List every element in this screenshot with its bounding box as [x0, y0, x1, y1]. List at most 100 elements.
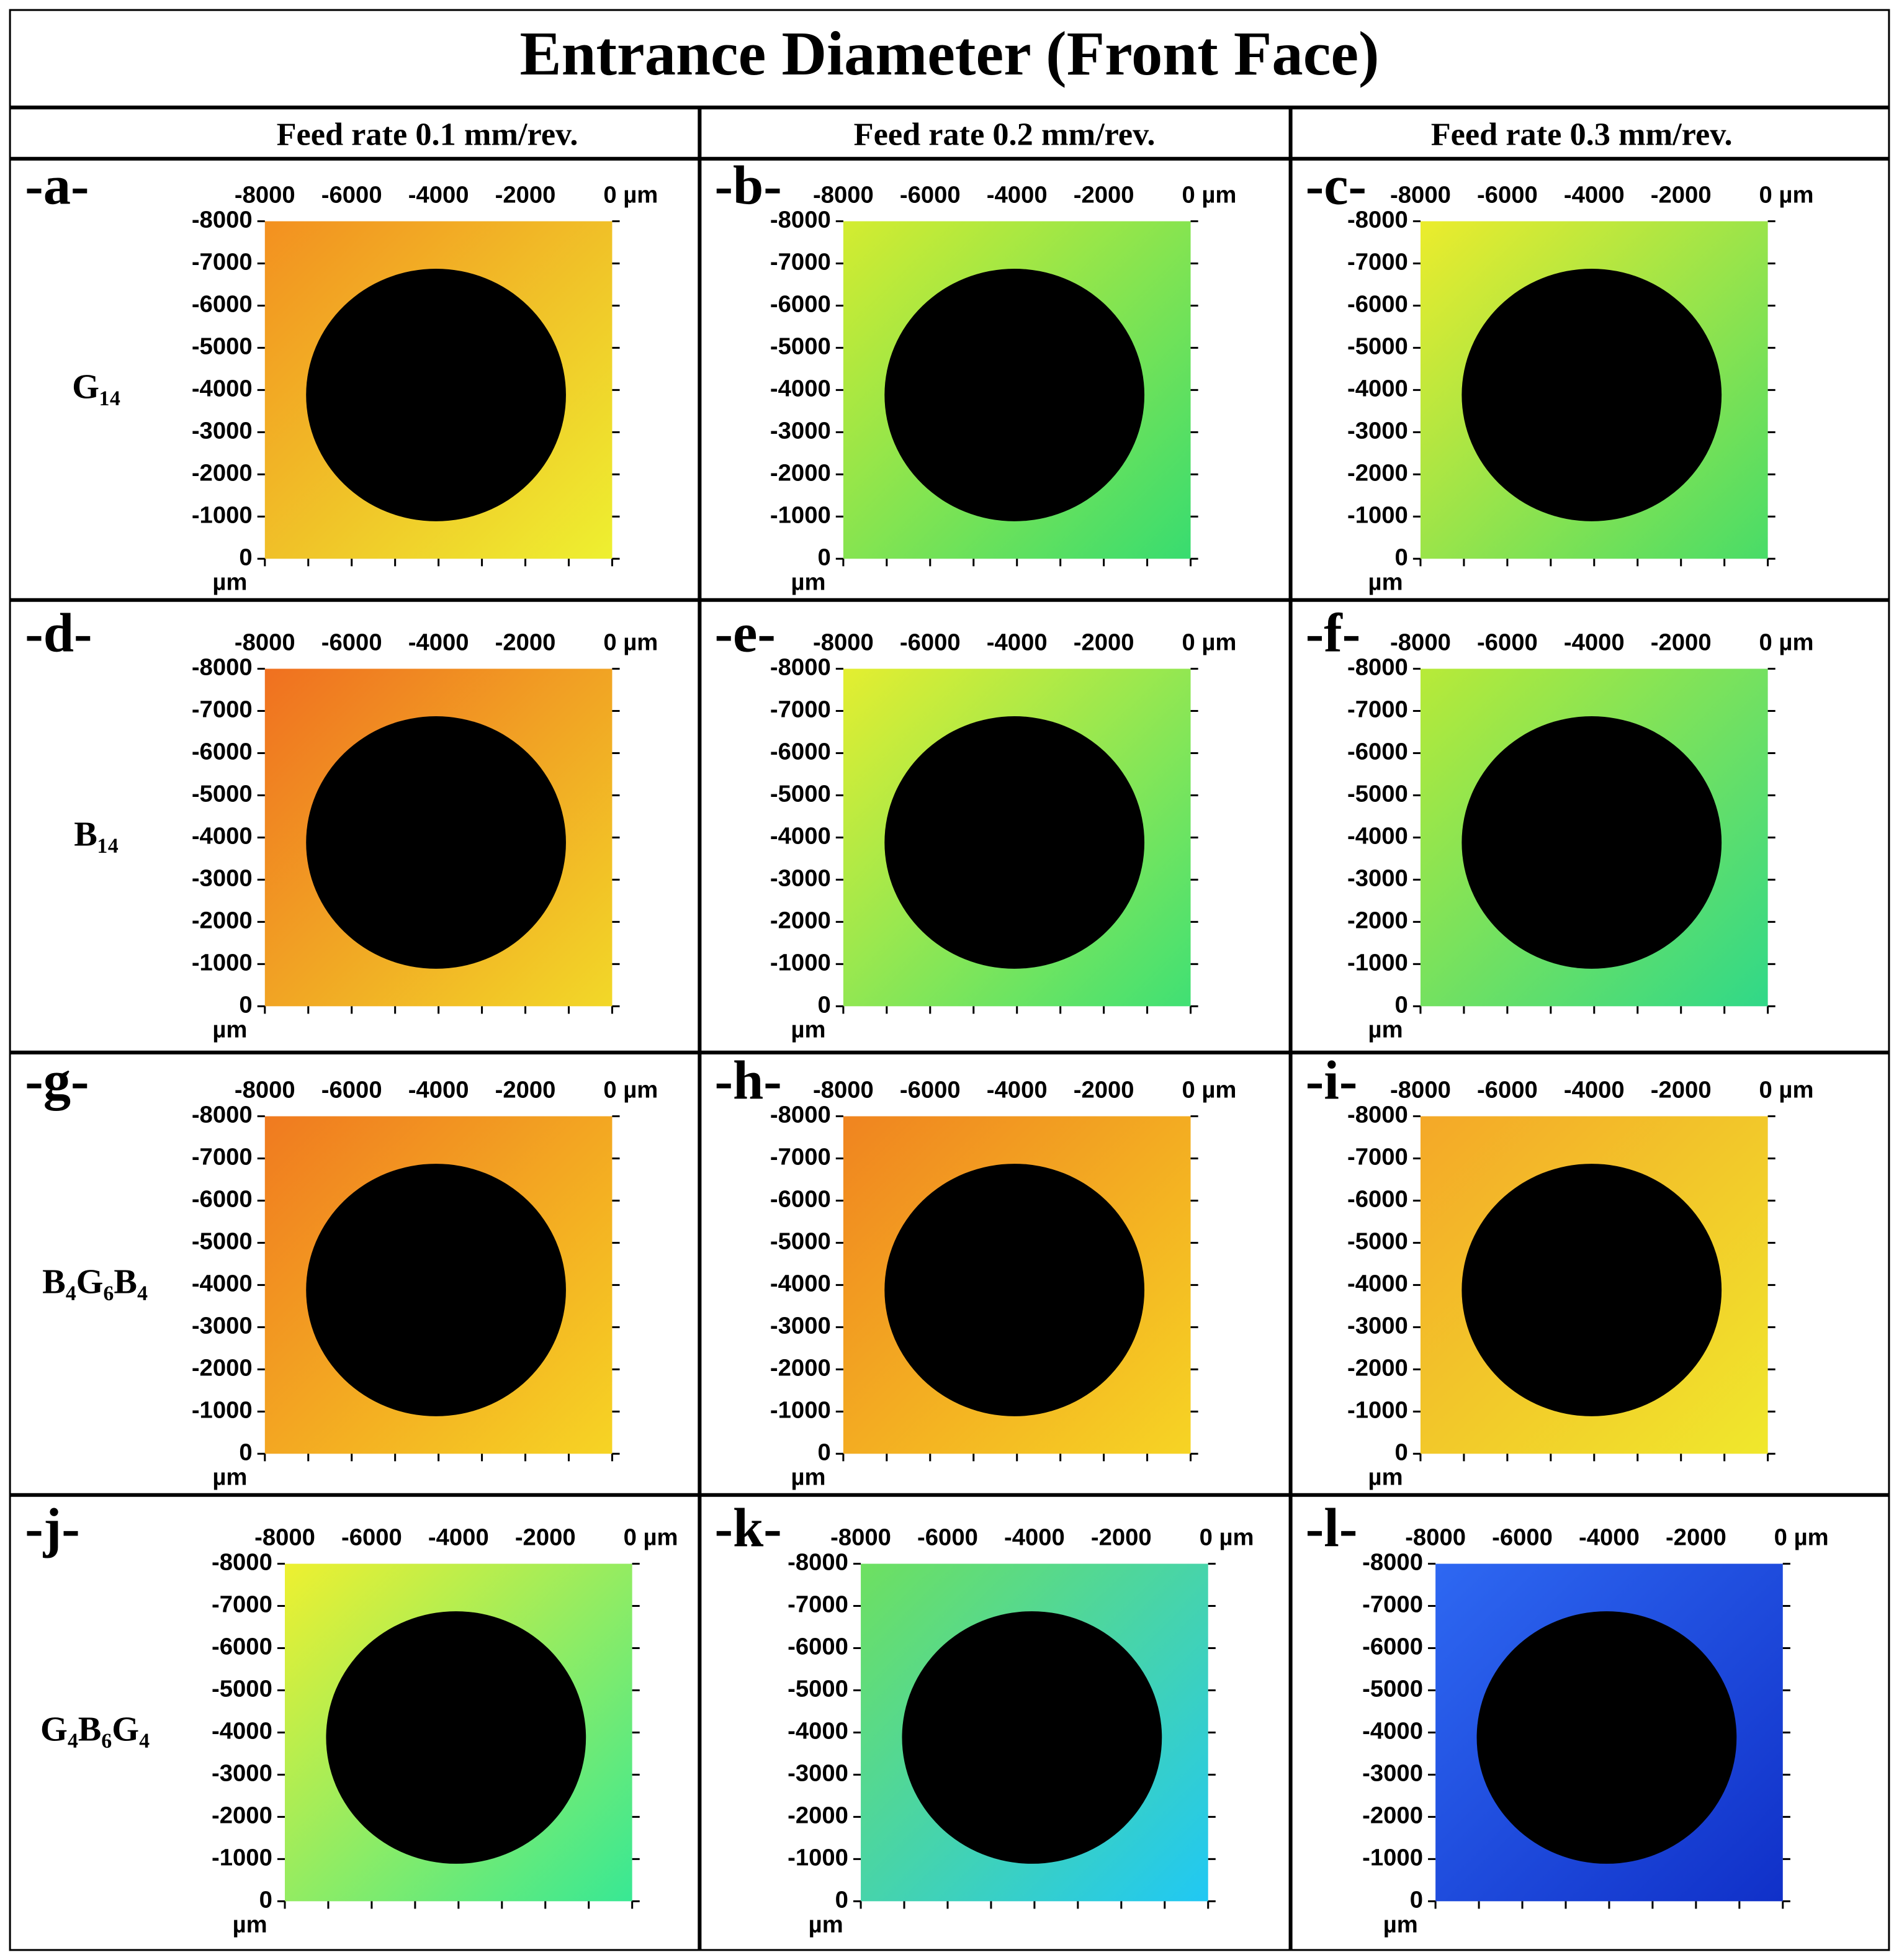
x-tick-label: -2000 [515, 1524, 576, 1550]
x-tick-label: -4000 [1564, 1076, 1625, 1103]
y-tick-label: -2000 [192, 907, 253, 933]
x-tick-label: 0 µm [603, 629, 658, 655]
y-tick-label: -3000 [1362, 1760, 1423, 1787]
x-tick-label: -4000 [1564, 181, 1625, 208]
y-unit: µm [212, 1017, 247, 1043]
y-tick-label: -4000 [192, 1270, 253, 1297]
y-tick-label: -6000 [212, 1634, 272, 1660]
row-label: B₄G₆B₄ [42, 1262, 148, 1301]
column-header: Feed rate 0.3 mm/rev. [1431, 117, 1733, 153]
x-tick-label: -4000 [987, 629, 1048, 655]
y-tick-label: -1000 [1347, 501, 1408, 528]
x-tick-label: -4000 [1579, 1524, 1640, 1550]
y-tick-label: -5000 [212, 1676, 272, 1702]
x-tick-label: -2000 [1091, 1524, 1152, 1550]
y-tick-label: -7000 [1362, 1591, 1423, 1618]
y-tick-label: -5000 [192, 1228, 253, 1255]
hole [902, 1611, 1162, 1864]
y-tick-label: -1000 [192, 949, 253, 976]
panel-label: -j- [25, 1498, 79, 1559]
y-tick-label: -7000 [1347, 249, 1408, 276]
x-tick-label: 0 µm [624, 1524, 678, 1550]
x-tick-label: 0 µm [1182, 181, 1236, 208]
x-tick-label: 0 µm [1774, 1524, 1829, 1550]
y-unit: µm [791, 569, 825, 596]
x-tick-label: 0 µm [1759, 181, 1814, 208]
panel-label: -g- [25, 1051, 89, 1112]
panel-label: -e- [715, 603, 776, 663]
x-tick-label: -2000 [1651, 629, 1712, 655]
x-tick-label: 0 µm [1182, 629, 1236, 655]
x-tick-label: -2000 [1074, 1076, 1134, 1103]
hole [884, 269, 1145, 521]
panel-label: -d- [25, 603, 92, 663]
y-tick-label: -6000 [192, 739, 253, 765]
y-tick-label: -3000 [770, 1313, 831, 1339]
y-tick-label: -1000 [192, 1396, 253, 1423]
y-unit: µm [1368, 569, 1403, 596]
row-label: G₄B₆G₄ [40, 1710, 150, 1748]
hole [306, 1164, 566, 1416]
y-tick-label: -5000 [770, 781, 831, 807]
x-tick-label: -6000 [917, 1524, 978, 1550]
y-tick-label: -7000 [212, 1591, 272, 1618]
x-tick-label: -2000 [495, 1076, 556, 1103]
hole [306, 269, 566, 521]
y-tick-label: -8000 [770, 207, 831, 233]
y-tick-label: -5000 [1347, 1228, 1408, 1255]
y-tick-label: -2000 [1347, 907, 1408, 933]
y-tick-label: -6000 [770, 1186, 831, 1213]
hole [1461, 1164, 1722, 1416]
panel-label: -f- [1306, 603, 1360, 663]
y-tick-label: 0 [1395, 1439, 1408, 1465]
panel-label: -b- [715, 155, 782, 216]
panel-label: -k- [715, 1498, 782, 1559]
panel-label: -i- [1306, 1051, 1358, 1112]
y-tick-label: -4000 [770, 823, 831, 850]
x-tick-label: -8000 [235, 629, 295, 655]
panel-label: -a- [25, 155, 89, 216]
y-tick-label: 0 [239, 991, 252, 1018]
y-tick-label: -2000 [192, 459, 253, 486]
y-tick-label: -4000 [788, 1718, 848, 1745]
y-tick-label: -8000 [192, 1102, 253, 1128]
y-tick-label: -8000 [1347, 654, 1408, 681]
y-tick-label: -3000 [192, 417, 253, 444]
x-tick-label: -8000 [830, 1524, 891, 1550]
y-tick-label: -5000 [1362, 1676, 1423, 1702]
y-tick-label: 0 [817, 1439, 830, 1465]
y-tick-label: -2000 [1362, 1802, 1423, 1828]
y-tick-label: -1000 [1347, 949, 1408, 976]
y-tick-label: -8000 [770, 654, 831, 681]
y-tick-label: -4000 [1362, 1718, 1423, 1745]
y-tick-label: 0 [1410, 1886, 1423, 1913]
y-tick-label: 0 [817, 991, 830, 1018]
y-tick-label: -6000 [1362, 1634, 1423, 1660]
column-header: Feed rate 0.1 mm/rev. [277, 117, 578, 153]
x-tick-label: -2000 [1666, 1524, 1726, 1550]
y-tick-label: -3000 [212, 1760, 272, 1787]
y-tick-label: -5000 [1347, 333, 1408, 360]
hole [1461, 269, 1722, 521]
y-tick-label: 0 [1395, 991, 1408, 1018]
column-header: Feed rate 0.2 mm/rev. [854, 117, 1156, 153]
x-tick-label: -8000 [235, 181, 295, 208]
y-tick-label: -5000 [770, 333, 831, 360]
x-tick-label: -8000 [1390, 629, 1451, 655]
y-unit: µm [212, 569, 247, 596]
row-label: G₁₄ [72, 367, 120, 406]
y-tick-label: -4000 [212, 1718, 272, 1745]
frame [9, 9, 1890, 1951]
y-unit: µm [791, 1017, 825, 1043]
y-tick-label: -8000 [788, 1549, 848, 1576]
x-tick-label: -6000 [1477, 629, 1538, 655]
y-tick-label: -2000 [770, 1354, 831, 1381]
x-tick-label: -4000 [408, 629, 469, 655]
hole [1461, 716, 1722, 969]
y-unit: µm [809, 1912, 843, 1938]
y-unit: µm [233, 1912, 267, 1938]
row-label: B₁₄ [74, 815, 118, 853]
x-tick-label: -8000 [1405, 1524, 1466, 1550]
y-tick-label: -7000 [770, 1144, 831, 1171]
x-tick-label: -2000 [1651, 181, 1712, 208]
